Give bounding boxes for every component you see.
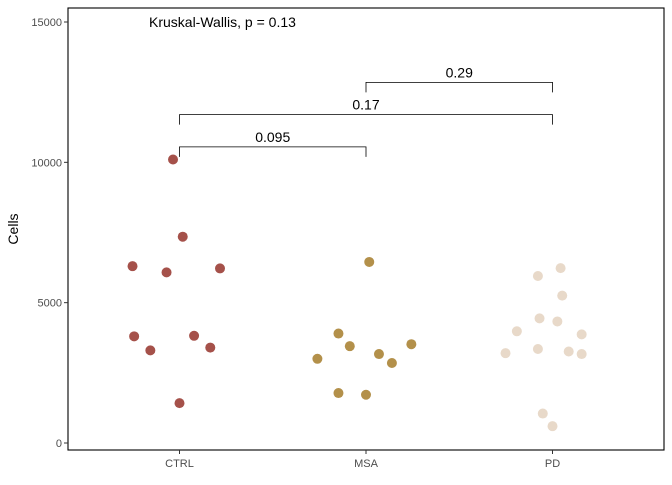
bracket-ctrl-pd xyxy=(179,114,553,125)
point-pd-6 xyxy=(576,329,587,340)
point-msa-5 xyxy=(373,349,384,360)
point-pd-3 xyxy=(511,326,522,337)
chart-text: Kruskal-Wallis, p = 0.13 xyxy=(149,14,296,30)
point-msa-6 xyxy=(386,358,397,369)
point-msa-2 xyxy=(344,341,355,352)
point-ctrl-7 xyxy=(145,345,156,356)
x-tick-label-ctrl: CTRL xyxy=(165,458,194,470)
point-pd-5 xyxy=(552,316,563,327)
point-pd-11 xyxy=(537,408,548,419)
y-axis-title: Cells xyxy=(5,213,21,244)
point-ctrl-1 xyxy=(177,231,188,242)
plot-panel xyxy=(67,7,665,451)
point-msa-8 xyxy=(361,389,371,400)
point-pd-9 xyxy=(563,346,574,357)
y-tick-label-0: 0 xyxy=(56,438,62,450)
point-msa-3 xyxy=(406,339,417,350)
y-tick-label-10000: 10000 xyxy=(31,157,62,169)
point-pd-1 xyxy=(532,271,543,282)
point-ctrl-9 xyxy=(174,398,185,409)
point-pd-2 xyxy=(557,290,568,301)
point-ctrl-5 xyxy=(129,331,140,342)
point-msa-4 xyxy=(312,353,323,364)
point-pd-12 xyxy=(547,421,558,432)
point-pd-4 xyxy=(534,313,545,324)
point-ctrl-6 xyxy=(189,330,200,341)
point-pd-7 xyxy=(532,343,543,354)
point-pd-8 xyxy=(500,348,511,359)
bracket-ctrl-msa xyxy=(179,146,367,157)
point-ctrl-8 xyxy=(205,342,216,353)
point-ctrl-0 xyxy=(168,154,179,165)
point-ctrl-3 xyxy=(161,267,172,278)
axes: 0 5000 10000 15000 CTRL MSA PD Cells xyxy=(5,17,560,470)
y-tick-label-5000: 5000 xyxy=(38,298,62,310)
p-value-msa-pd: 0.29 xyxy=(446,64,473,80)
panel-border xyxy=(67,7,665,451)
point-msa-1 xyxy=(333,328,344,339)
y-tick-label-15000: 15000 xyxy=(31,17,62,29)
x-tick-label-msa: MSA xyxy=(354,458,379,470)
point-ctrl-2 xyxy=(127,261,138,272)
kruskal-wallis-annotation: Kruskal-Wallis, p = 0.13 xyxy=(149,14,296,30)
point-ctrl-4 xyxy=(215,263,225,274)
p-value-ctrl-msa: 0.095 xyxy=(255,129,290,145)
bracket-msa-pd xyxy=(365,81,553,93)
data-points xyxy=(127,154,587,432)
point-pd-0 xyxy=(555,263,566,274)
p-value-ctrl-pd: 0.17 xyxy=(352,97,379,113)
point-msa-7 xyxy=(333,388,344,399)
x-tick-label-pd: PD xyxy=(545,458,560,470)
point-msa-0 xyxy=(364,256,375,267)
point-pd-10 xyxy=(576,349,587,360)
comparison-brackets: 0.095 0.17 0.29 xyxy=(179,64,553,157)
